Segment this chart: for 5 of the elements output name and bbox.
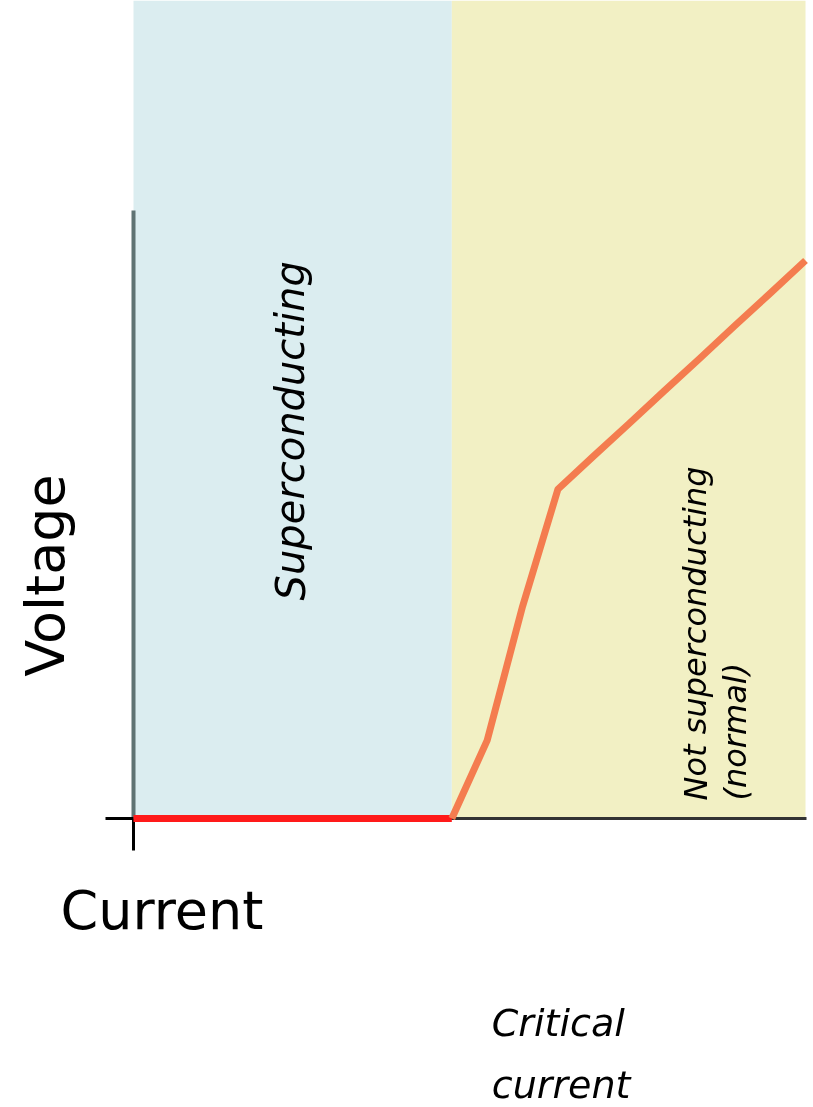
annotation: Superconducting	[267, 261, 314, 601]
annotation: Not superconducting (normal)	[676, 466, 755, 801]
x-axis-title: Current	[60, 879, 264, 942]
y-axis-title: Voltage	[14, 474, 77, 677]
text: Critical current	[491, 1000, 633, 1107]
